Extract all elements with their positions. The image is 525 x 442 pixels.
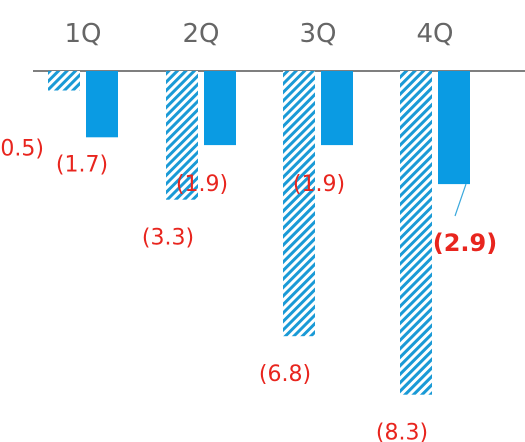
value-label-solid-3q: (1.9) (293, 172, 345, 197)
bar-solid-1q (86, 71, 118, 138)
category-label-3q: 3Q (299, 19, 336, 49)
category-label-2q: 2Q (182, 19, 219, 49)
category-label-1q: 1Q (64, 19, 101, 49)
bar-hatched-3q (283, 71, 315, 337)
bar-solid-3q (321, 71, 353, 146)
bar-hatched-2q (166, 71, 198, 200)
bar-hatched-1q (48, 71, 80, 91)
value-label-hatched-4q: (8.3) (376, 421, 428, 442)
value-label-solid-4q: (2.9) (433, 229, 497, 257)
leader-lines (454, 183, 467, 217)
value-label-solid-1q: (1.7) (56, 152, 108, 177)
value-label-solid-2q: (1.9) (176, 172, 228, 197)
leader-line-4q (454, 183, 467, 217)
value-label-hatched-2q: (3.3) (142, 226, 194, 251)
bar-solid-2q (204, 71, 236, 146)
bar-hatched-4q (400, 71, 432, 395)
bar-solid-4q (438, 71, 470, 185)
value-labels: (0.5) (1.7) (3.3) (1.9) (6.8) (1.9) (8.3) (2.9) (0, 137, 497, 442)
value-label-hatched-1q: (0.5) (0, 137, 44, 162)
category-labels: 1Q 2Q 3Q 4Q (64, 19, 453, 49)
bars (48, 71, 470, 395)
category-label-4q: 4Q (416, 19, 453, 49)
value-label-hatched-3q: (6.8) (259, 362, 311, 387)
